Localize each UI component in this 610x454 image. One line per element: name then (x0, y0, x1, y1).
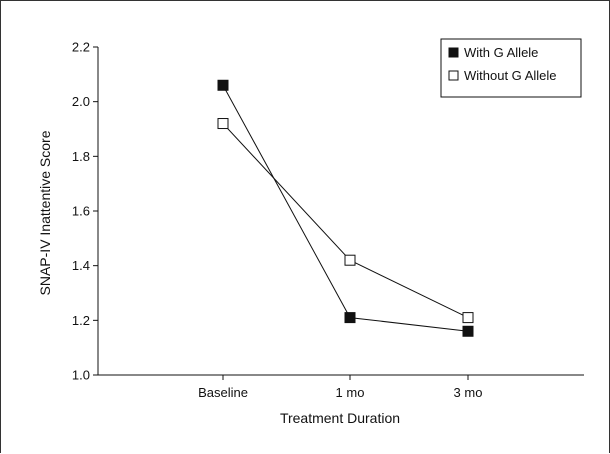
series-line (222, 85, 469, 332)
series-without-g-allele (217, 118, 474, 324)
data-point-marker (344, 254, 356, 266)
y-tick-label: 1.2 (72, 313, 90, 328)
data-point-marker (462, 325, 474, 337)
legend-marker (448, 47, 459, 58)
x-tick-label: Baseline (198, 385, 248, 400)
legend-label: Without G Allele (464, 68, 557, 83)
x-tick-label: 3 mo (454, 385, 483, 400)
y-axis-title: SNAP-IV Inattentive Score (37, 130, 53, 295)
legend-marker (448, 70, 459, 81)
y-tick-label: 1.4 (72, 258, 90, 273)
chart-legend: With G Allele Without G Allele (440, 38, 582, 98)
y-tick-label: 1.6 (72, 204, 90, 219)
data-point-marker (217, 79, 229, 91)
y-tick-label: 2.2 (72, 40, 90, 55)
chart-series (217, 79, 474, 337)
data-point-marker (217, 118, 229, 130)
y-tick-label: 2.0 (72, 94, 90, 109)
legend-box (440, 38, 582, 98)
data-point-marker (462, 312, 474, 324)
series-with-g-allele (217, 79, 474, 337)
y-tick-label: 1.0 (72, 368, 90, 383)
x-axis-title: Treatment Duration (280, 410, 400, 426)
y-tick-label: 1.8 (72, 149, 90, 164)
chart-axes: 1.0 1.2 1.4 1.6 1.8 2.0 2.2 Baseline 1 mo 3 mo (72, 40, 584, 400)
legend-label: With G Allele (464, 45, 538, 60)
data-point-marker (344, 312, 356, 324)
x-tick-label: 1 mo (336, 385, 365, 400)
